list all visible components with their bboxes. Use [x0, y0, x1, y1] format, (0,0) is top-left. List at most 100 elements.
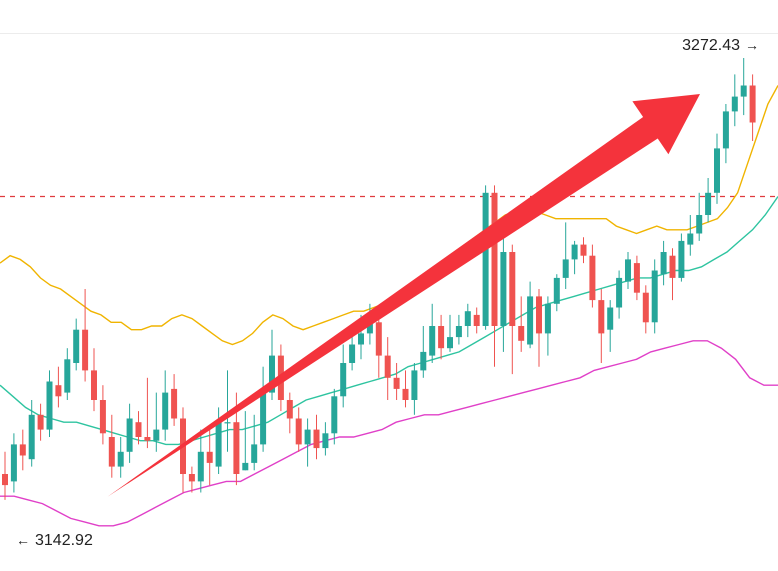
candle: [553, 274, 560, 312]
candle: [180, 407, 186, 493]
candle-body: [589, 255, 596, 301]
candle-body: [420, 351, 427, 371]
candle: [722, 104, 729, 164]
candle-body: [269, 355, 275, 393]
candle-body: [322, 433, 329, 449]
candle: [19, 429, 26, 471]
candle: [153, 392, 160, 452]
candle-body: [740, 85, 747, 97]
candle: [99, 385, 106, 445]
candle: [633, 255, 640, 301]
candle-body: [562, 259, 569, 278]
candle-body: [82, 329, 89, 371]
candle-body: [447, 337, 453, 349]
candle: [304, 418, 311, 467]
candle-body: [749, 85, 756, 123]
candle: [678, 233, 685, 282]
candle: [731, 74, 738, 127]
candle-body: [669, 255, 676, 278]
candle-body: [73, 329, 80, 363]
candle: [55, 366, 62, 408]
candle-body: [37, 414, 44, 430]
candle-body: [580, 244, 587, 256]
candle-body: [527, 296, 534, 345]
candle: [536, 289, 542, 367]
candle: [10, 433, 17, 493]
candle: [135, 411, 142, 445]
candle-body: [518, 326, 525, 341]
candle-body: [91, 370, 97, 400]
candle: [705, 178, 712, 223]
candle: [313, 414, 320, 460]
candle: [616, 270, 623, 319]
candle: [420, 326, 427, 378]
candle-body: [55, 385, 62, 397]
candle-body: [714, 148, 720, 193]
candle: [625, 252, 631, 289]
candle-body: [482, 192, 489, 326]
candle-body: [633, 263, 640, 293]
candle: [607, 300, 614, 352]
candle-body: [509, 252, 516, 326]
candle-body: [696, 215, 703, 234]
candle-body: [616, 277, 623, 308]
candle: [562, 222, 569, 289]
candle: [251, 414, 258, 471]
candle-body: [607, 307, 614, 330]
candle-body: [375, 322, 382, 356]
trend-arrow-shape: [107, 94, 701, 497]
candle: [580, 237, 587, 264]
candle-body: [402, 388, 409, 400]
trend-arrow: [107, 94, 701, 497]
candle: [687, 215, 694, 256]
candle-body: [411, 370, 418, 400]
candle-body: [10, 444, 17, 482]
candle: [144, 377, 151, 449]
candle: [286, 392, 293, 434]
candle-body: [46, 381, 53, 430]
candle: [527, 281, 534, 349]
candle: [544, 296, 551, 356]
candle-body: [349, 344, 356, 363]
candle-body: [117, 451, 124, 467]
candle-body: [340, 363, 347, 397]
candle-body: [500, 252, 507, 326]
candle-body: [286, 400, 293, 419]
candle: [660, 240, 667, 286]
candle-body: [126, 418, 133, 452]
candle-body: [313, 429, 320, 449]
candle: [402, 370, 409, 408]
candle: [598, 289, 605, 363]
candle-body: [384, 355, 391, 378]
candle: [188, 466, 195, 493]
low-annotation: ← 3142.92: [16, 532, 93, 549]
candle-body: [2, 474, 8, 486]
candle: [108, 414, 115, 478]
candle: [455, 314, 462, 345]
candle-body: [598, 300, 605, 334]
candle: [322, 422, 329, 456]
candle-body: [153, 429, 160, 441]
candle: [518, 296, 525, 352]
candle-body: [687, 233, 694, 245]
high-price-label: 3272.43: [682, 37, 740, 54]
candle: [464, 303, 471, 338]
candle-body: [553, 277, 560, 304]
candle-body: [144, 437, 151, 441]
candle-body: [678, 240, 685, 278]
candle: [500, 237, 507, 352]
low-price-label: 3142.92: [35, 532, 93, 549]
candle: [117, 437, 124, 478]
candle: [28, 400, 35, 467]
candle: [749, 74, 756, 141]
indicator-line-2: [0, 340, 778, 527]
candle: [82, 289, 89, 382]
candle-body: [366, 322, 373, 334]
candle: [696, 192, 703, 241]
candle: [73, 318, 80, 371]
candle-body: [233, 422, 240, 474]
candle: [206, 429, 213, 486]
candle: [91, 348, 97, 412]
candle: [473, 307, 480, 334]
